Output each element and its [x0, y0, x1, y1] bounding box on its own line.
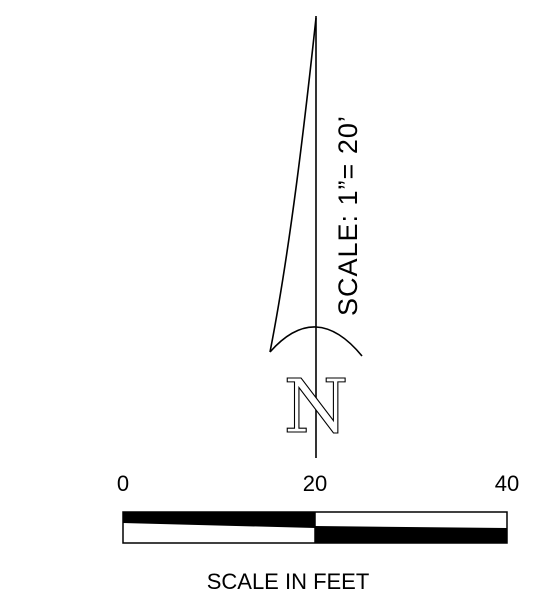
north-arrow-arc — [269, 326, 363, 357]
north-letter: N — [284, 364, 349, 450]
north-arrow-icon: N — [269, 16, 363, 458]
scale-bar — [122, 511, 508, 544]
scale-bar-segment-left-fill — [123, 512, 315, 528]
scale-tick-label-40: 40 — [495, 471, 519, 496]
scale-note: SCALE: 1”= 20’ — [333, 115, 363, 316]
north-arrow-needle — [269, 17, 317, 353]
scale-caption: SCALE IN FEET — [207, 569, 370, 594]
scale-tick-label-0: 0 — [117, 471, 129, 496]
scale-bar-segment-right-fill — [315, 526, 507, 543]
scale-tick-label-20: 20 — [303, 471, 327, 496]
